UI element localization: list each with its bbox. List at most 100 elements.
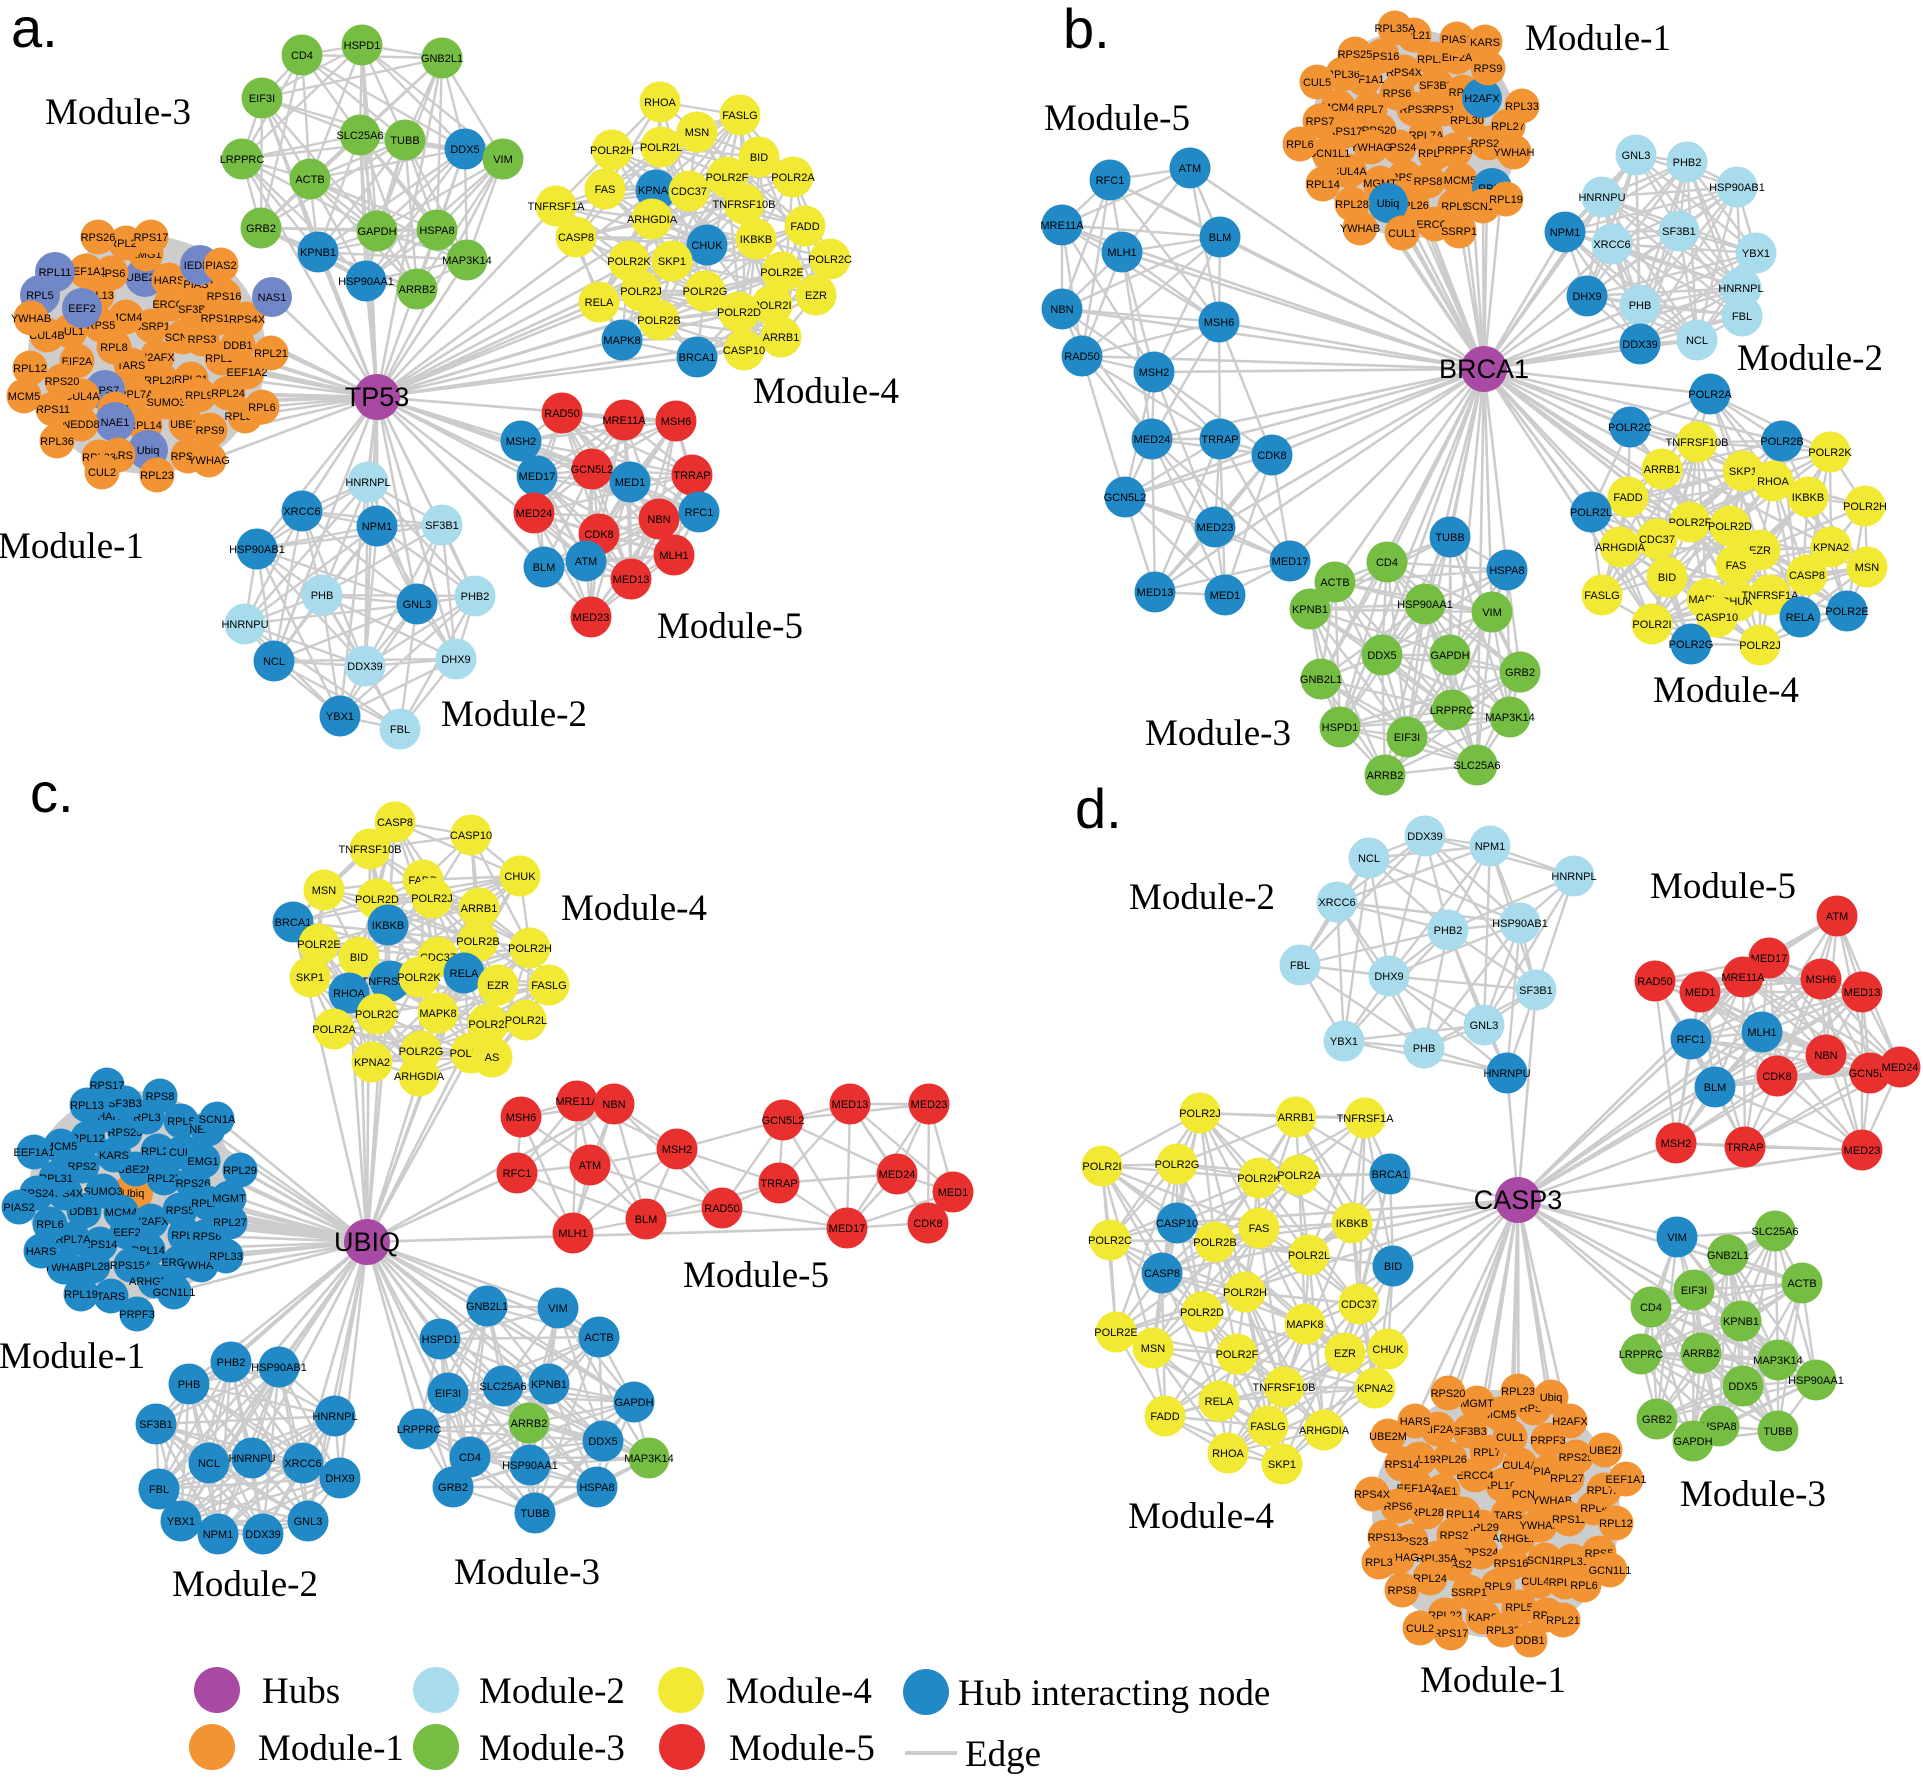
- svg-text:POLR2E: POLR2E: [760, 267, 803, 279]
- svg-text:NCL: NCL: [1358, 853, 1380, 865]
- svg-text:SKP1: SKP1: [658, 256, 686, 268]
- svg-text:HSP90AA1: HSP90AA1: [338, 276, 394, 288]
- svg-text:RPL12: RPL12: [13, 363, 47, 375]
- svg-text:MSN: MSN: [312, 885, 337, 897]
- svg-text:RPL14: RPL14: [1306, 179, 1340, 191]
- svg-text:EEF1A1: EEF1A1: [14, 1147, 55, 1159]
- svg-text:FBL: FBL: [390, 724, 410, 736]
- svg-text:POLR2K: POLR2K: [1237, 1173, 1281, 1185]
- svg-text:TRRAP: TRRAP: [1726, 1142, 1763, 1154]
- svg-text:RPS24: RPS24: [1464, 1547, 1499, 1559]
- svg-text:RFC1: RFC1: [503, 1168, 532, 1180]
- svg-text:HSPD1: HSPD1: [344, 40, 381, 52]
- svg-text:RPS13: RPS13: [1368, 1532, 1403, 1544]
- svg-text:Module-5: Module-5: [1044, 98, 1190, 139]
- svg-text:BLM: BLM: [1209, 232, 1232, 244]
- svg-text:POLR2L: POLR2L: [505, 1015, 547, 1027]
- svg-text:RPL21: RPL21: [1546, 1615, 1580, 1627]
- svg-text:TRRAP: TRRAP: [673, 470, 710, 482]
- svg-text:RPL9: RPL9: [1441, 201, 1469, 213]
- svg-text:MSH2: MSH2: [1139, 367, 1170, 379]
- svg-text:RPL8: RPL8: [100, 342, 128, 354]
- svg-text:CASP10: CASP10: [450, 830, 492, 842]
- svg-text:BID: BID: [1384, 1261, 1402, 1273]
- svg-text:DDB1: DDB1: [69, 1206, 98, 1218]
- svg-text:HSP90AA1: HSP90AA1: [502, 1460, 558, 1472]
- svg-text:RFC1: RFC1: [685, 507, 714, 519]
- svg-text:HSPD1: HSPD1: [422, 1334, 459, 1346]
- svg-text:FBL: FBL: [149, 1484, 169, 1496]
- svg-text:DDX5: DDX5: [450, 144, 479, 156]
- svg-text:MSN: MSN: [685, 127, 710, 139]
- svg-text:GCN5L2: GCN5L2: [1104, 492, 1147, 504]
- svg-text:c.: c.: [30, 761, 74, 824]
- svg-text:MSH6: MSH6: [506, 1112, 537, 1124]
- svg-text:FADD: FADD: [1150, 1411, 1179, 1423]
- svg-text:NBN: NBN: [1050, 304, 1073, 316]
- svg-text:POLR2F: POLR2F: [1216, 1349, 1259, 1361]
- svg-text:UBE2I: UBE2I: [1589, 1445, 1621, 1457]
- svg-text:HSPA8: HSPA8: [579, 1482, 614, 1494]
- svg-text:MGMT: MGMT: [1460, 1398, 1494, 1410]
- svg-text:KARS: KARS: [99, 1150, 129, 1162]
- svg-text:MSN: MSN: [1855, 562, 1880, 574]
- svg-text:ARHGDIA: ARHGDIA: [627, 214, 678, 226]
- svg-text:CUL5: CUL5: [1303, 77, 1331, 89]
- svg-text:RPL7: RPL7: [1473, 1447, 1501, 1459]
- svg-text:ERCC4: ERCC4: [1456, 1470, 1493, 1482]
- svg-text:HNRNPU: HNRNPU: [1483, 1068, 1530, 1080]
- svg-text:Module-4: Module-4: [1128, 1496, 1274, 1537]
- svg-text:SUMO3: SUMO3: [83, 1186, 122, 1198]
- svg-text:POLR2D: POLR2D: [1180, 1307, 1224, 1319]
- svg-text:ATM: ATM: [579, 1160, 601, 1172]
- svg-text:DDX5: DDX5: [588, 1436, 617, 1448]
- svg-text:MCM5: MCM5: [45, 1141, 77, 1153]
- svg-text:RPL5: RPL5: [1505, 1602, 1533, 1614]
- svg-text:MED17: MED17: [519, 471, 556, 483]
- svg-text:POLR2B: POLR2B: [1760, 436, 1803, 448]
- svg-text:RPL36: RPL36: [1326, 69, 1360, 81]
- svg-text:RPS14: RPS14: [201, 313, 236, 325]
- svg-text:SF3B3: SF3B3: [1453, 1426, 1487, 1438]
- svg-text:RPL27: RPL27: [1550, 1473, 1584, 1485]
- svg-text:d.: d.: [1075, 777, 1122, 840]
- svg-text:CASP3: CASP3: [1474, 1185, 1563, 1215]
- svg-text:BID: BID: [1658, 572, 1676, 584]
- svg-text:Module-1: Module-1: [258, 1728, 404, 1769]
- svg-text:Module-1: Module-1: [1525, 18, 1671, 59]
- svg-text:POLR2C: POLR2C: [1608, 422, 1652, 434]
- svg-text:Module-2: Module-2: [479, 1671, 625, 1712]
- svg-text:EZR: EZR: [1749, 545, 1771, 557]
- svg-text:PRPF3: PRPF3: [1437, 145, 1472, 157]
- svg-text:GNB2L1: GNB2L1: [421, 53, 463, 65]
- svg-text:SCN1A: SCN1A: [199, 1114, 236, 1126]
- svg-text:NPM1: NPM1: [1550, 227, 1581, 239]
- svg-text:RPS4X: RPS4X: [229, 314, 266, 326]
- svg-text:ARRB2: ARRB2: [511, 1418, 548, 1430]
- svg-text:POLR2J: POLR2J: [411, 893, 453, 905]
- svg-text:PRPF3: PRPF3: [1530, 1435, 1565, 1447]
- svg-text:MED17: MED17: [829, 1223, 866, 1235]
- svg-text:RPS25: RPS25: [108, 1127, 143, 1139]
- svg-text:ATM: ATM: [1826, 911, 1848, 923]
- svg-text:RPL5: RPL5: [26, 290, 54, 302]
- svg-text:ARRB1: ARRB1: [461, 903, 498, 915]
- svg-text:CUL4A: CUL4A: [1502, 1460, 1538, 1472]
- svg-text:GRB2: GRB2: [1505, 667, 1535, 679]
- svg-text:MED24: MED24: [1134, 434, 1171, 446]
- svg-text:RHOA: RHOA: [1757, 476, 1789, 488]
- svg-text:CASP8: CASP8: [1789, 570, 1825, 582]
- svg-text:YWHAH: YWHAH: [1494, 147, 1535, 159]
- svg-text:GAPDH: GAPDH: [357, 226, 396, 238]
- svg-text:CDK8: CDK8: [584, 529, 613, 541]
- svg-text:MED1: MED1: [1685, 987, 1716, 999]
- svg-text:EEF2: EEF2: [113, 1227, 141, 1239]
- svg-text:FBL: FBL: [1732, 311, 1752, 323]
- svg-text:NBN: NBN: [1814, 1050, 1837, 1062]
- svg-text:HSPA8: HSPA8: [419, 225, 454, 237]
- svg-text:RELA: RELA: [1205, 1396, 1234, 1408]
- svg-text:YWHAH: YWHAH: [1520, 1520, 1561, 1532]
- svg-text:KPNB1: KPNB1: [531, 1379, 567, 1391]
- svg-text:PRPF3: PRPF3: [119, 1309, 154, 1321]
- svg-text:RPL27: RPL27: [1491, 121, 1525, 133]
